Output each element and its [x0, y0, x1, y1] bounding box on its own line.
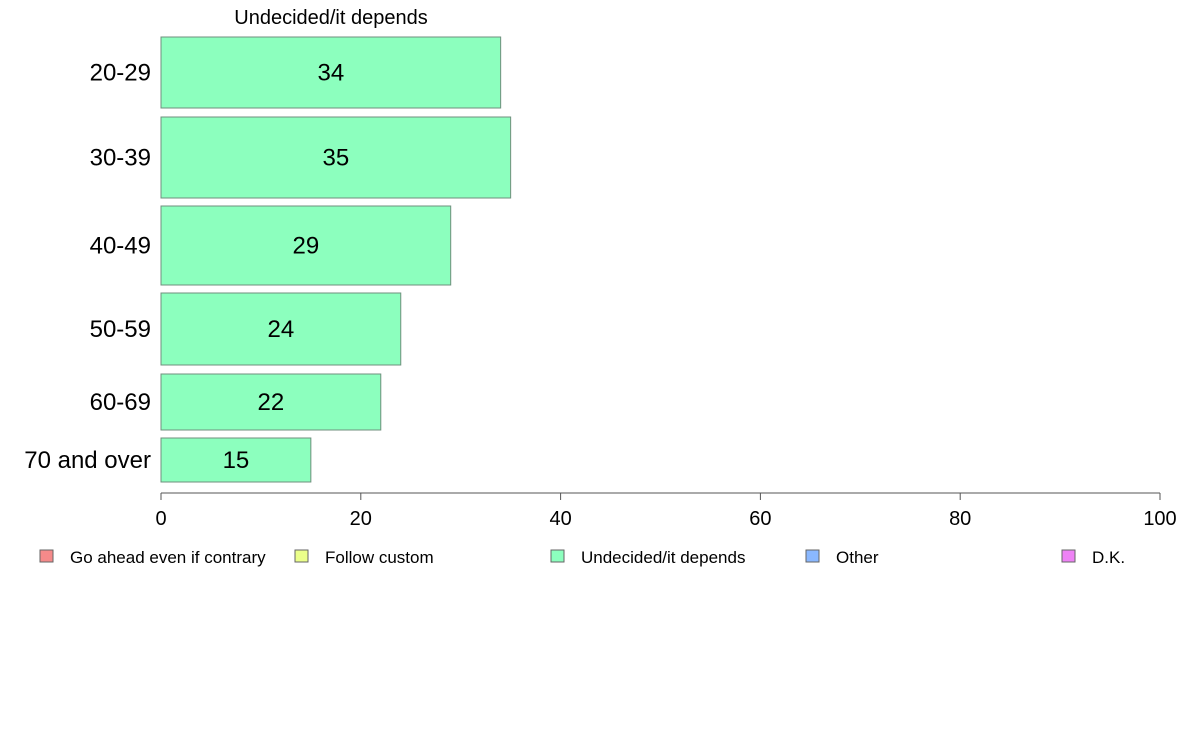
data-label: 35 — [322, 145, 349, 172]
bar-50-59 — [160, 292, 402, 366]
x-tick-label: 80 — [949, 508, 971, 530]
x-tick-label: 20 — [350, 508, 372, 530]
legend-swatch — [550, 549, 565, 563]
legend-label: Follow custom — [325, 548, 434, 567]
category-label: 20-29 — [90, 60, 151, 87]
legend-swatch — [805, 549, 820, 563]
legend-swatch — [39, 549, 54, 563]
x-axis: 0 20 40 60 80 100 — [155, 492, 1177, 530]
x-tick-label: 40 — [549, 508, 571, 530]
x-tick-label: 60 — [749, 508, 771, 530]
category-label: 50-59 — [90, 316, 151, 343]
bar-70-and-over — [160, 437, 312, 483]
category-label: 40-49 — [90, 233, 151, 260]
category-label: 70 and over — [24, 447, 151, 474]
bar-30-39 — [160, 116, 512, 199]
legend-swatch — [294, 549, 309, 563]
category-label: 60-69 — [90, 389, 151, 416]
x-tick-label: 100 — [1143, 508, 1176, 530]
x-tick-label: 0 — [155, 508, 166, 530]
chart-title: Undecided/it depends — [234, 7, 427, 29]
data-label: 34 — [317, 60, 344, 87]
data-label: 29 — [293, 233, 320, 260]
legend: Go ahead even if contrary Follow custom Un… — [39, 548, 1125, 567]
bars-group: 20-29 34 30-39 35 40-49 29 50-59 24 60-69 22 70 an… — [24, 36, 512, 483]
bar-60-69 — [160, 373, 382, 431]
legend-label: Undecided/it depends — [581, 548, 745, 567]
bar-20-29 — [160, 36, 502, 109]
legend-label: Go ahead even if contrary — [70, 548, 266, 567]
data-label: 22 — [258, 389, 285, 416]
legend-label: Other — [836, 548, 879, 567]
data-label: 15 — [223, 447, 250, 474]
category-label: 30-39 — [90, 145, 151, 172]
data-label: 24 — [268, 316, 295, 343]
legend-label: D.K. — [1092, 548, 1125, 567]
bar-40-49 — [160, 205, 452, 286]
legend-swatch — [1061, 549, 1076, 563]
